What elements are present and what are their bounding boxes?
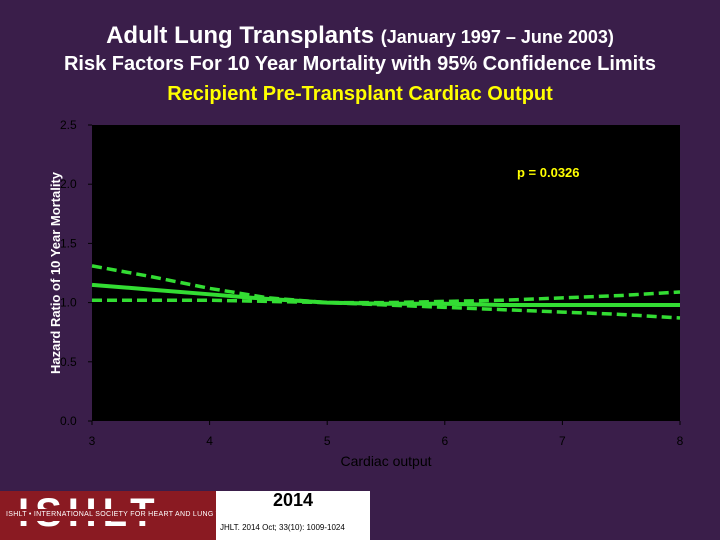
x-tick-label: 7 [559,434,566,448]
citation-box [216,491,370,540]
plot-area [92,125,680,421]
p-value-annotation: p = 0.0326 [517,165,580,180]
chart-subtitle: Risk Factors For 10 Year Mortality with … [63,53,657,75]
y-axis-ticks: 0.0 0.5 1.0 1.5 2.0 2.5 [60,118,92,428]
x-tick-label: 3 [89,434,96,448]
y-axis-label: Hazard Ratio of 10 Year Mortality [48,171,63,374]
y-tick-label: 0.0 [60,414,77,428]
y-tick-label: 1.5 [60,236,77,250]
x-tick-label: 8 [677,434,684,448]
x-axis-ticks: 3 4 5 6 7 8 [89,421,684,448]
x-tick-label: 5 [324,434,331,448]
y-tick-label: 2.5 [60,118,77,132]
chart-title-dates: (January 1997 – June 2003) [380,27,614,47]
chart-title: Adult Lung Transplants (January 1997 – J… [0,22,720,50]
x-axis-label: Cardiac output [340,453,431,469]
x-tick-label: 4 [206,434,213,448]
y-tick-label: 2.0 [60,177,77,191]
lower-ci-line [92,298,681,320]
publication-year: 2014 [272,490,314,510]
chart-subtitle-variable: Recipient Pre-Transplant Cardiac Output [167,83,553,105]
series-layer [91,264,681,320]
logo-tagline-text: ISHLT • INTERNATIONAL SOCIETY FOR HEART … [6,511,287,518]
x-tick-label: 6 [441,434,448,448]
upper-ci-line [91,264,681,305]
y-tick-label: 0.5 [60,355,77,369]
chart-title-main: Adult Lung Transplants [106,22,375,49]
citation-text: JHLT. 2014 Oct; 33(10): 1009-1024 [220,523,345,532]
y-tick-label: 1.0 [60,296,77,310]
